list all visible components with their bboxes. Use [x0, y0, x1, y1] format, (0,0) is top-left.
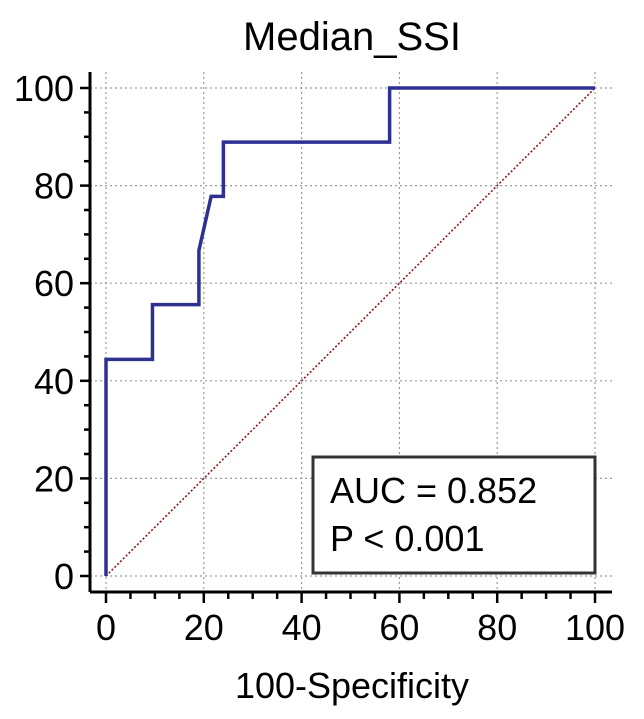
p-value-label: P < 0.001 [330, 518, 484, 559]
x-tick-label-0: 0 [96, 607, 116, 648]
x-tick-label-1: 20 [184, 607, 224, 648]
y-tick-label-5: 100 [14, 68, 74, 109]
reference-line [105, 87, 596, 577]
annotation-frame [311, 455, 597, 575]
x-tick-label-4: 80 [477, 607, 517, 648]
auc-label: AUC = 0.852 [330, 470, 537, 511]
chart-title: Median_SSI [243, 15, 461, 59]
reference-line-group [105, 87, 596, 577]
y-tick-label-4: 80 [34, 166, 74, 207]
roc-curve [104, 86, 595, 576]
y-tick-label-1: 20 [34, 458, 74, 499]
y-tick-label-2: 40 [34, 361, 74, 402]
x-axis-label: 100-Specificity [235, 665, 469, 706]
roc-curve-group [104, 86, 595, 576]
x-tick-label-3: 60 [379, 607, 419, 648]
x-tick-label-5: 100 [565, 607, 625, 648]
x-axis-ticks: 0 20 40 60 80 100 [96, 592, 625, 648]
x-tick-label-2: 40 [282, 607, 322, 648]
y-axis-ticks: 0 20 40 60 80 100 [14, 68, 90, 597]
annotation-box: AUC = 0.852 P < 0.001 [311, 455, 597, 575]
y-tick-label-0: 0 [54, 556, 74, 597]
y-tick-label-3: 60 [34, 263, 74, 304]
